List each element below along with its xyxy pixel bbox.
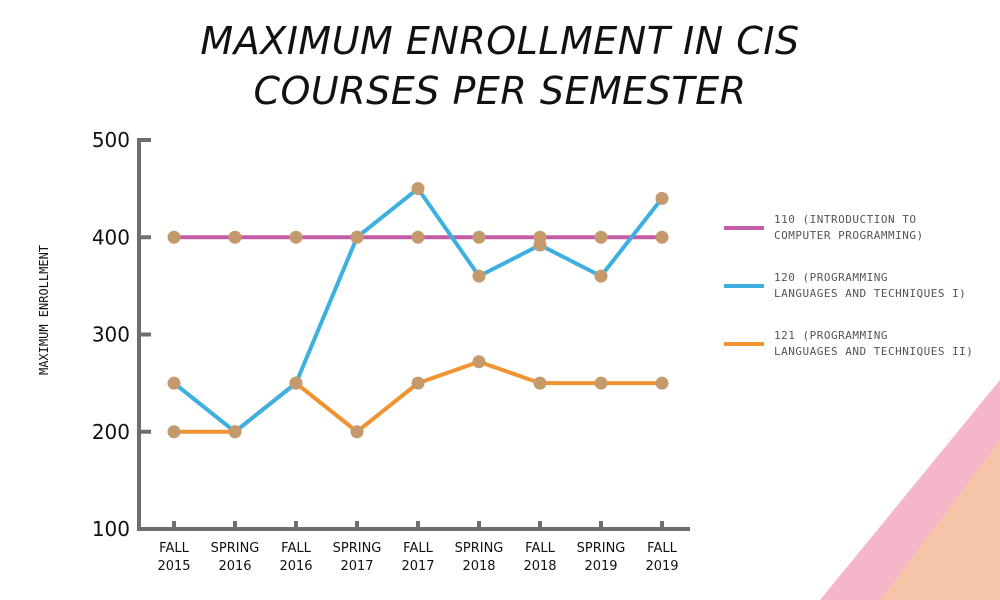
series-2-point-5: [472, 355, 486, 369]
legend-item-1: 120 (PROGRAMMING LANGUAGES AND TECHNIQUES…: [724, 270, 994, 302]
series-2-point-3: [350, 425, 364, 439]
x-tick-label-3: SPRING 2017: [333, 541, 382, 574]
series-0-point-4: [411, 230, 425, 244]
series-0-point-8: [655, 230, 669, 244]
y-tick-label-300: 300: [92, 323, 130, 347]
series-2-point-4: [411, 376, 425, 390]
x-tick-label-5: SPRING 2018: [455, 541, 504, 574]
legend-label-2: 121 (PROGRAMMING LANGUAGES AND TECHNIQUES…: [774, 329, 974, 358]
x-tick-label-1: SPRING 2016: [211, 541, 260, 574]
series-2-point-7: [594, 376, 608, 390]
x-tick-label-8: FALL 2019: [645, 541, 678, 574]
series-2-point-8: [655, 376, 669, 390]
series-2-point-0: [167, 425, 181, 439]
legend-label-1: 120 (PROGRAMMING LANGUAGES AND TECHNIQUES…: [774, 271, 967, 300]
series-1-point-7: [594, 269, 608, 283]
series-0-point-2: [289, 230, 303, 244]
legend-swatch-1: [724, 284, 764, 288]
series-2-point-6: [533, 376, 547, 390]
legend-swatch-0: [724, 226, 764, 230]
chart-title-line-1: MAXIMUM ENROLLMENT IN CIS: [200, 19, 800, 63]
series-0-point-1: [228, 230, 242, 244]
legend-swatch-2: [724, 342, 764, 346]
series-0-point-7: [594, 230, 608, 244]
chart-title-line-2: COURSES PER SEMESTER: [253, 69, 747, 113]
x-tick-label-7: SPRING 2019: [577, 541, 626, 574]
legend-item-2: 121 (PROGRAMMING LANGUAGES AND TECHNIQUES…: [724, 328, 994, 360]
series-1-point-6: [533, 238, 547, 252]
legend-label-0: 110 (INTRODUCTION TO COMPUTER PROGRAMMING…: [774, 213, 924, 242]
legend-item-0: 110 (INTRODUCTION TO COMPUTER PROGRAMMING…: [724, 212, 994, 244]
series-0-point-5: [472, 230, 486, 244]
series-line-1: [172, 186, 664, 434]
y-tick-label-400: 400: [92, 225, 130, 249]
series-1-point-5: [472, 269, 486, 283]
series-1-point-0: [167, 376, 181, 390]
y-tick-label-100: 100: [92, 517, 130, 541]
chart-title: MAXIMUM ENROLLMENT IN CIS COURSES PER SE…: [0, 16, 1000, 116]
series-1-point-1: [228, 425, 242, 439]
x-tick-label-2: FALL 2016: [279, 541, 312, 574]
series-1-point-8: [655, 191, 669, 205]
y-tick-label-500: 500: [92, 128, 130, 152]
x-tick-label-4: FALL 2017: [401, 541, 434, 574]
series-1-point-4: [411, 182, 425, 196]
series-0-point-0: [167, 230, 181, 244]
series-1-point-3: [350, 230, 364, 244]
x-tick-label-0: FALL 2015: [157, 541, 190, 574]
y-tick-label-200: 200: [92, 420, 130, 444]
decorative-corner-shape: [820, 380, 1000, 600]
x-tick-label-6: FALL 2018: [523, 541, 556, 574]
series-1-point-2: [289, 376, 303, 390]
